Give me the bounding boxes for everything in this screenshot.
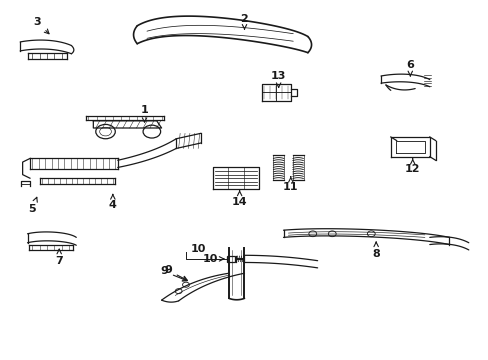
Text: 3: 3 bbox=[33, 17, 49, 34]
Text: 9: 9 bbox=[163, 265, 187, 280]
Text: 4: 4 bbox=[109, 194, 117, 210]
Text: 7: 7 bbox=[55, 249, 63, 266]
Text: 2: 2 bbox=[240, 14, 248, 30]
Text: 1: 1 bbox=[141, 105, 148, 122]
Bar bbox=[227, 256, 235, 262]
Text: 6: 6 bbox=[406, 60, 413, 76]
Text: 12: 12 bbox=[404, 159, 420, 174]
Text: 8: 8 bbox=[371, 242, 379, 258]
Text: 5: 5 bbox=[28, 197, 37, 214]
Text: 11: 11 bbox=[283, 177, 298, 192]
Text: 10: 10 bbox=[190, 244, 205, 254]
Text: 14: 14 bbox=[231, 191, 247, 207]
Text: 13: 13 bbox=[270, 71, 286, 87]
Text: 10: 10 bbox=[202, 254, 224, 264]
Text: 9: 9 bbox=[160, 266, 187, 281]
